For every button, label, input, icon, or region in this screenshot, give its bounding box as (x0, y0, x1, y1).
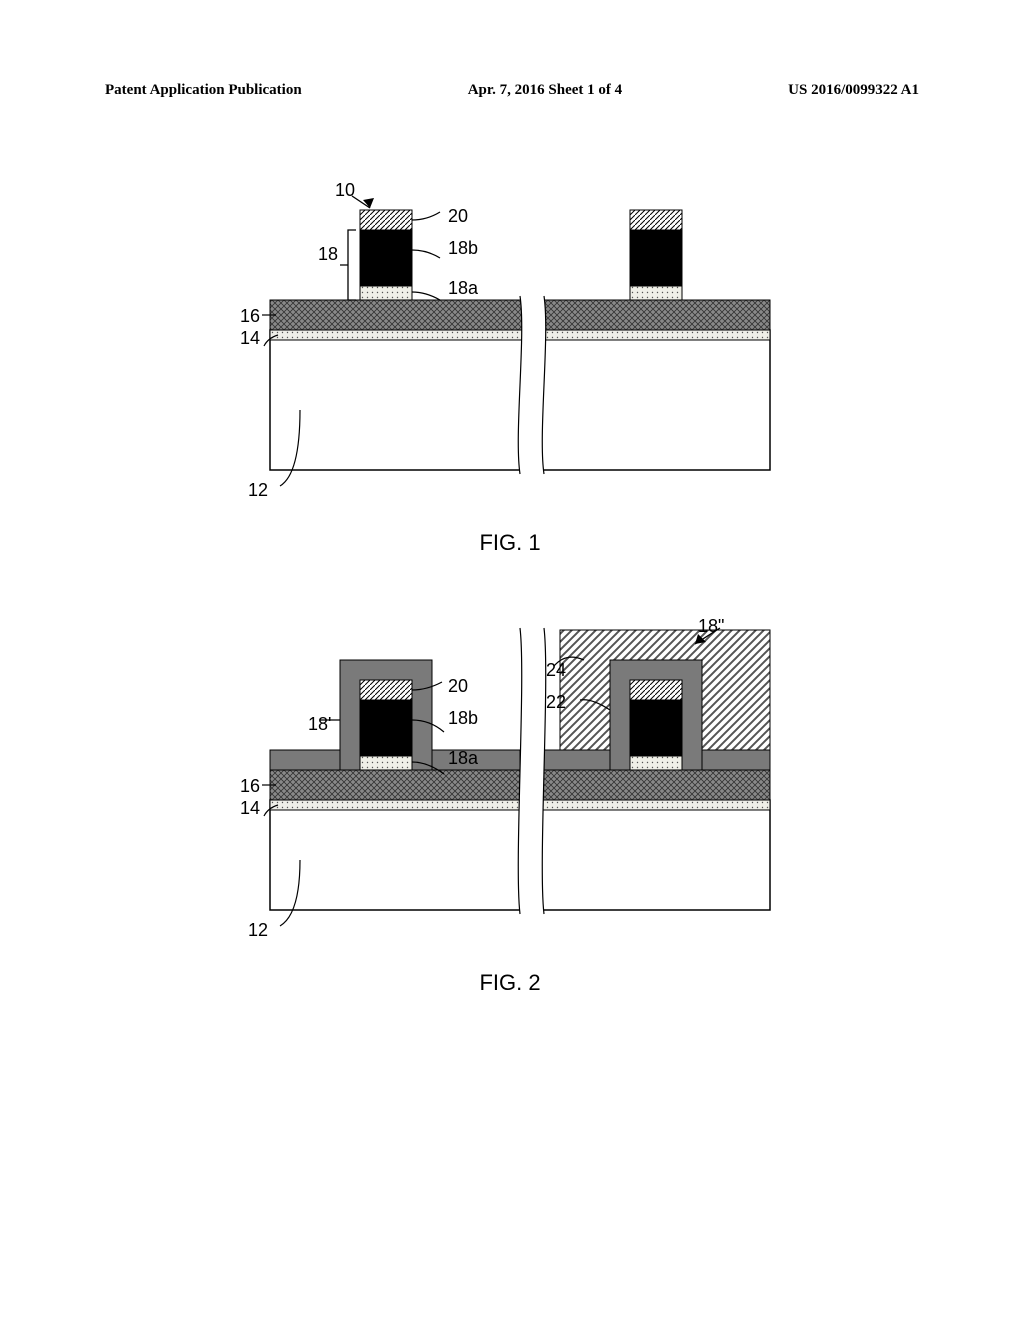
label-f2-20: 20 (448, 676, 468, 697)
label-18: 18 (318, 244, 338, 265)
label-f2-12: 12 (248, 920, 268, 941)
label-10: 10 (335, 180, 355, 201)
figure-2-caption: FIG. 2 (479, 970, 540, 996)
figure-1-caption: FIG. 1 (479, 530, 540, 556)
label-f2-18b: 18b (448, 708, 478, 729)
label-f2-14: 14 (240, 798, 260, 819)
label-16: 16 (240, 306, 260, 327)
figure-2-svg (230, 620, 790, 960)
label-18a: 18a (448, 278, 478, 299)
label-18b: 18b (448, 238, 478, 259)
label-f2-18p: 18' (308, 714, 331, 735)
header-center: Apr. 7, 2016 Sheet 1 of 4 (468, 82, 622, 99)
label-20: 20 (448, 206, 468, 227)
label-f2-18pp: 18" (698, 616, 724, 637)
header-left: Patent Application Publication (105, 82, 302, 99)
label-12: 12 (248, 480, 268, 501)
page-header: Patent Application Publication Apr. 7, 2… (105, 82, 919, 99)
figure-1-svg (230, 180, 790, 520)
label-14: 14 (240, 328, 260, 349)
figure-2: 20 18' 18b 18a 18" 22 24 16 14 12 FIG. 2 (200, 620, 820, 1040)
label-f2-16: 16 (240, 776, 260, 797)
label-f2-24: 24 (546, 660, 566, 681)
header-right: US 2016/0099322 A1 (788, 82, 919, 99)
label-f2-22: 22 (546, 692, 566, 713)
figure-1: 10 20 18 18b 18a 16 14 12 FIG. 1 (200, 180, 820, 600)
label-f2-18a: 18a (448, 748, 478, 769)
